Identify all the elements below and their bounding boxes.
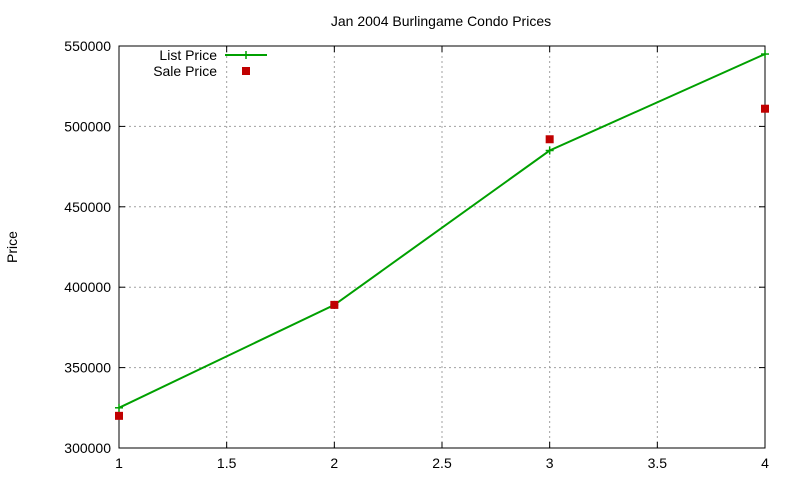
- y-axis-label: Price: [4, 231, 20, 263]
- list-price-point: [761, 50, 769, 59]
- x-tick-label: 2: [330, 455, 338, 471]
- y-tick-label: 500000: [64, 118, 111, 134]
- list-price-line: [118, 53, 766, 409]
- legend-marker: [242, 67, 250, 75]
- plot-frame: [118, 45, 766, 449]
- x-tick-label: 3.5: [648, 455, 668, 471]
- x-tick-label: 1: [115, 455, 123, 471]
- x-tick-label: 3: [546, 455, 554, 471]
- list-price-point: [115, 403, 123, 412]
- x-tick-label: 1.5: [217, 455, 237, 471]
- sale-price-point: [545, 135, 554, 144]
- y-tick-label: 400000: [64, 279, 111, 295]
- legend-label: Sale Price: [153, 63, 217, 79]
- grid-lines: [119, 46, 765, 448]
- y-tick-label: 550000: [64, 38, 111, 54]
- chart-title: Jan 2004 Burlingame Condo Prices: [331, 13, 551, 29]
- x-tick-label: 2.5: [432, 455, 452, 471]
- series-1: [115, 104, 769, 420]
- axis-ticks: 1 1.5 2 2.5 3 3.5 4 300000 350000 400000 450000 500…: [64, 38, 769, 471]
- y-tick-label: 450000: [64, 199, 111, 215]
- x-tick-label: 4: [761, 455, 769, 471]
- sale-price-point: [115, 411, 123, 420]
- list-price-point: [545, 146, 554, 155]
- sale-price-point: [330, 300, 339, 309]
- series-layer: [115, 50, 769, 420]
- legend-marker: [242, 51, 250, 59]
- y-tick-label: 350000: [64, 360, 111, 376]
- legend-label: List Price: [159, 47, 217, 63]
- y-tick-label: 300000: [64, 440, 111, 456]
- sale-price-point: [761, 104, 769, 113]
